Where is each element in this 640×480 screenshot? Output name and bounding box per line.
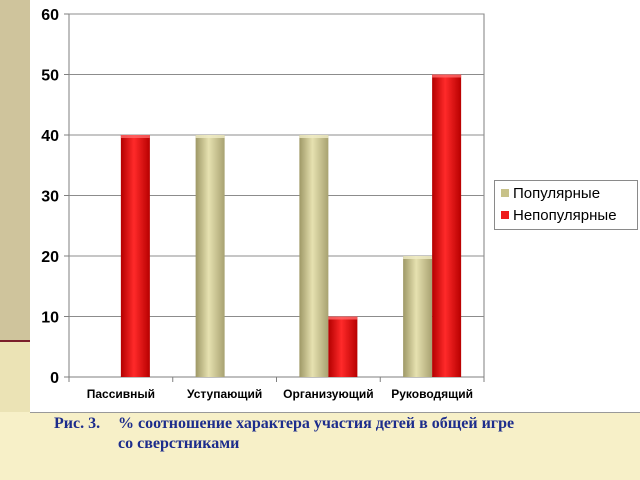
y-tick-label: 10 (41, 310, 59, 327)
y-tick-label: 30 (41, 189, 59, 206)
bar-top-highlight (403, 256, 433, 259)
bars (120, 74, 462, 377)
legend-swatch-unpopular (501, 211, 509, 220)
y-tick-label: 40 (41, 128, 59, 145)
legend-label-popular: Популярные (513, 185, 601, 202)
legend-swatch-popular (501, 189, 509, 198)
bar-top-highlight (328, 316, 358, 320)
bar-unpopular (120, 135, 150, 377)
caption-line-2: со сверстниками (118, 435, 240, 452)
axes: 0 10 20 30 40 50 60 Пассивный Уступающий Организу… (41, 7, 485, 401)
caption-number: Рис. 3. (54, 415, 101, 432)
x-category-label: Руководящий (391, 387, 473, 401)
bar-chart: 0 10 20 30 40 50 60 Пассивный Уступающий Организу… (41, 7, 485, 401)
y-tick-label: 20 (41, 249, 59, 266)
y-tick-label: 0 (50, 370, 59, 387)
figure-caption: Рис. 3. % соотношение характера участия д… (54, 414, 624, 454)
bar-popular (403, 256, 433, 377)
left-decorative-stripe (0, 0, 30, 342)
bar-unpopular (328, 316, 358, 377)
bar-top-highlight (299, 135, 329, 138)
bar-top-highlight (432, 74, 462, 78)
bar-popular (299, 135, 329, 377)
bar-top-highlight (120, 135, 150, 138)
x-category-label: Уступающий (187, 387, 262, 401)
y-tick-label: 60 (41, 7, 59, 24)
bar-unpopular (432, 74, 462, 377)
y-tick-label: 50 (41, 68, 59, 85)
legend: Популярные Непопулярные (494, 180, 638, 230)
legend-item-popular: Популярные (501, 184, 600, 204)
legend-item-unpopular: Непопулярные (501, 206, 617, 226)
legend-label-unpopular: Непопулярные (513, 207, 617, 224)
caption-line-1: % соотношение характера участия детей в … (118, 415, 515, 432)
x-category-label: Организующий (283, 387, 373, 401)
bar-top-highlight (195, 135, 225, 138)
bar-popular (195, 135, 225, 377)
x-category-label: Пассивный (87, 387, 155, 401)
